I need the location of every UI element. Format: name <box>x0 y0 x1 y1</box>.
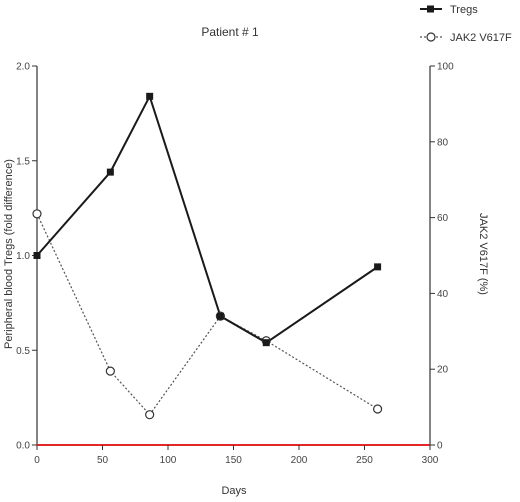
x-tick-label: 200 <box>291 455 308 466</box>
y-right-tick-label: 20 <box>437 365 449 376</box>
y-right-tick-label: 0 <box>437 441 443 452</box>
data-point-tregs <box>262 339 270 347</box>
y-right-tick-label: 100 <box>437 62 454 73</box>
y-axis-left-label: Peripheral blood Tregs (fold difference) <box>3 159 15 349</box>
legend-item-jak2: JAK2 V617F <box>420 32 512 44</box>
y-left-tick-label: 0.5 <box>16 346 30 357</box>
axes <box>36 66 431 446</box>
data-point-tregs <box>374 263 382 271</box>
y-left-tick-label: 0.0 <box>16 441 30 452</box>
x-tick-label: 150 <box>225 455 242 466</box>
legend-item-tregs: Tregs <box>420 4 478 16</box>
y-axis-right-label: JAK2 V617F (%) <box>477 213 489 295</box>
data-point-tregs <box>106 168 114 176</box>
y-right-tick-label: 80 <box>437 137 449 148</box>
data-point-jak2 <box>373 404 383 414</box>
x-axis-label: Days <box>221 485 247 497</box>
y-left-tick-label: 2.0 <box>16 62 30 73</box>
data-point-tregs <box>33 252 41 259</box>
series-line-jak2 <box>36 213 378 416</box>
series-line-tregs <box>36 93 379 344</box>
data-point-tregs <box>146 92 154 100</box>
data-point-jak2 <box>145 410 155 420</box>
data-point-jak2 <box>105 366 115 376</box>
x-tick-label: 250 <box>356 455 373 466</box>
data-point-tregs <box>216 312 224 320</box>
x-tick-label: 50 <box>97 455 109 466</box>
legend-marker-tregs <box>427 5 434 13</box>
x-tick-label: 0 <box>34 455 40 466</box>
legend-marker-jak2 <box>426 32 436 42</box>
y-left-tick-label: 1.0 <box>16 251 30 262</box>
ticks: 0 50 100 150 200 250 300 0.0 0.5 1.0 1.5 2.0 0 20 40 60… <box>16 62 454 467</box>
x-tick-label: 100 <box>160 455 177 466</box>
legend-label-jak2: JAK2 V617F <box>450 32 512 44</box>
y-left-tick-label: 1.5 <box>16 156 30 167</box>
legend: Tregs JAK2 V617F <box>420 4 512 44</box>
chart-title: Patient # 1 <box>201 25 259 39</box>
x-tick-label: 300 <box>422 455 439 466</box>
data-point-jak2 <box>32 209 42 219</box>
y-right-tick-label: 60 <box>437 213 449 224</box>
series-layer <box>32 92 383 420</box>
y-right-tick-label: 40 <box>437 289 449 300</box>
legend-label-tregs: Tregs <box>450 4 478 16</box>
